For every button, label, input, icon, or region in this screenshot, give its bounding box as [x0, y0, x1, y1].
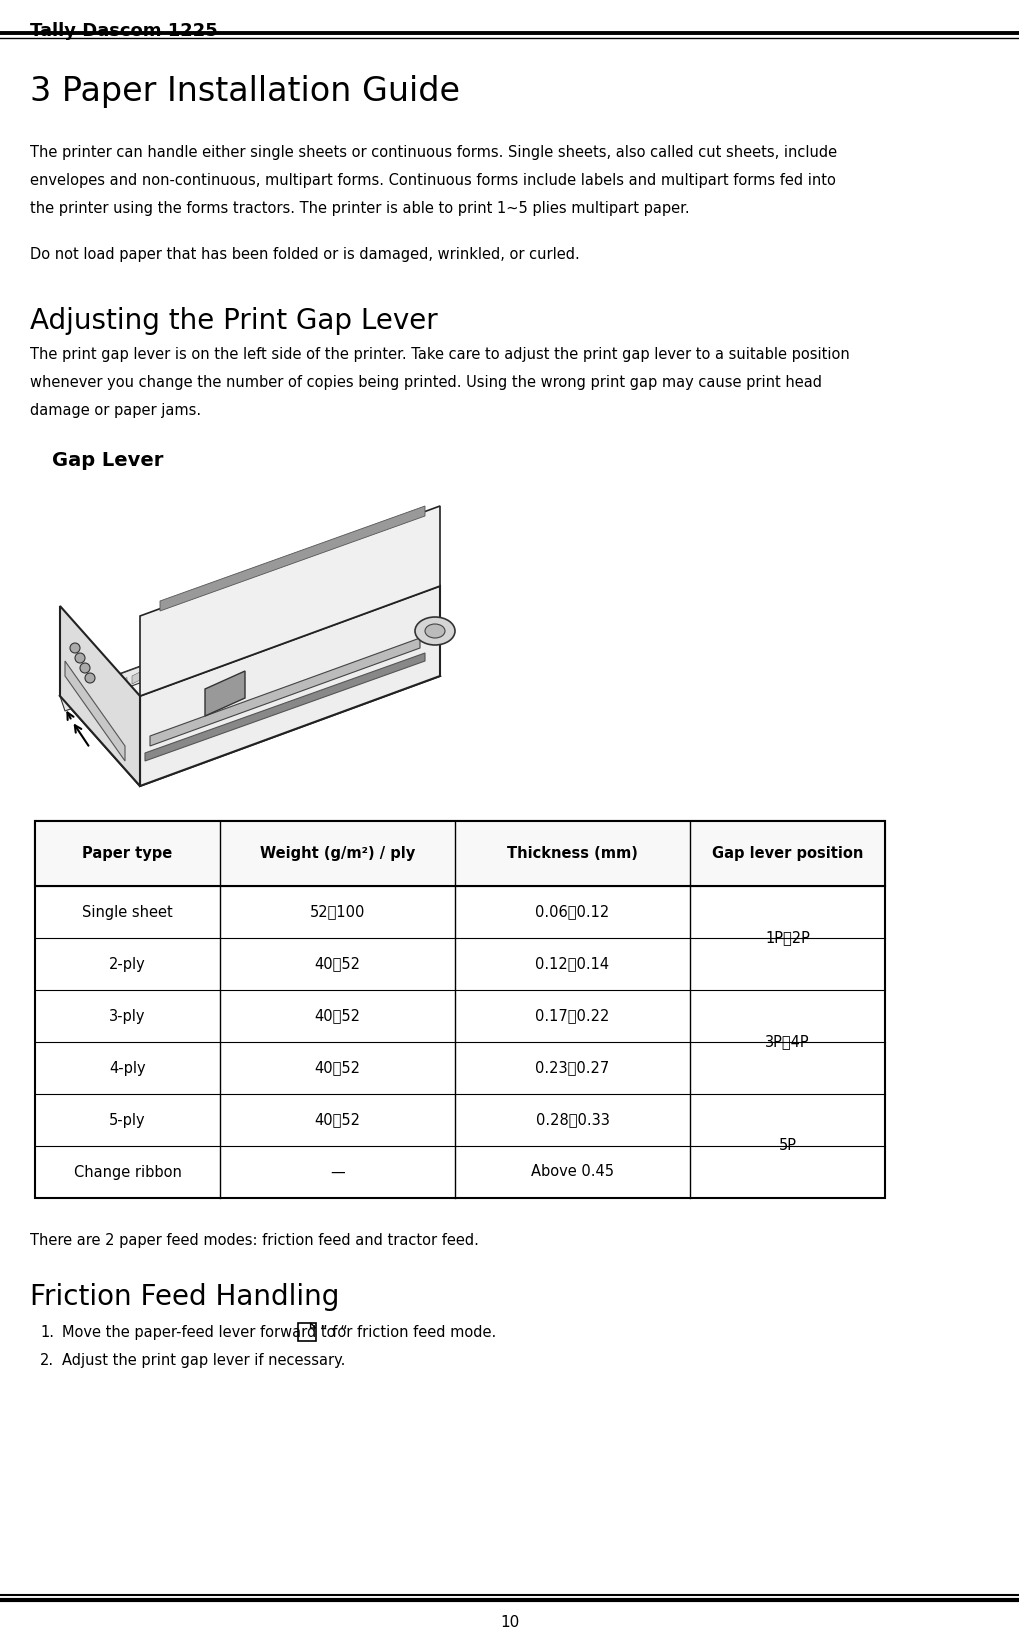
Polygon shape — [60, 586, 439, 786]
Circle shape — [75, 652, 85, 662]
Polygon shape — [275, 612, 282, 623]
Text: 0.17～0.22: 0.17～0.22 — [535, 1009, 609, 1023]
Text: 0.28～0.33: 0.28～0.33 — [535, 1113, 608, 1128]
Text: Tally Dascom 1225: Tally Dascom 1225 — [30, 23, 217, 41]
Text: 3-ply: 3-ply — [109, 1009, 146, 1023]
Polygon shape — [301, 600, 309, 612]
Text: The printer can handle either single sheets or continuous forms. Single sheets, : The printer can handle either single she… — [30, 145, 837, 159]
Polygon shape — [311, 1323, 315, 1328]
Polygon shape — [79, 695, 88, 706]
Bar — [35, 822, 884, 887]
Text: 10: 10 — [500, 1616, 519, 1627]
Polygon shape — [145, 667, 153, 678]
Polygon shape — [106, 683, 114, 695]
Text: There are 2 paper feed modes: friction feed and tractor feed.: There are 2 paper feed modes: friction f… — [30, 1233, 478, 1248]
Polygon shape — [314, 595, 322, 607]
Polygon shape — [60, 605, 140, 786]
Text: the printer using the forms tractors. The printer is able to print 1~5 plies mul: the printer using the forms tractors. Th… — [30, 202, 689, 216]
Text: Thickness (mm): Thickness (mm) — [506, 846, 637, 861]
Polygon shape — [65, 661, 125, 761]
Ellipse shape — [415, 617, 454, 644]
Text: Change ribbon: Change ribbon — [73, 1165, 181, 1180]
Text: 40～52: 40～52 — [314, 957, 360, 971]
Text: 3P～4P: 3P～4P — [764, 1035, 809, 1049]
Text: 1.: 1. — [40, 1324, 54, 1341]
Text: 0.23～0.27: 0.23～0.27 — [535, 1061, 609, 1075]
Text: 52～100: 52～100 — [310, 905, 365, 919]
Text: 0.12～0.14: 0.12～0.14 — [535, 957, 609, 971]
Polygon shape — [160, 506, 425, 612]
Text: 5P: 5P — [777, 1139, 796, 1154]
Text: 4-ply: 4-ply — [109, 1061, 146, 1075]
Polygon shape — [235, 628, 244, 639]
Polygon shape — [150, 638, 420, 747]
Ellipse shape — [425, 625, 444, 638]
Polygon shape — [210, 639, 218, 651]
Text: Gap Lever: Gap Lever — [52, 451, 163, 470]
Text: Friction Feed Handling: Friction Feed Handling — [30, 1284, 339, 1311]
Text: 3 Paper Installation Guide: 3 Paper Installation Guide — [30, 75, 460, 107]
Text: Adjust the print gap lever if necessary.: Adjust the print gap lever if necessary. — [62, 1354, 345, 1368]
Polygon shape — [197, 644, 205, 657]
Text: The print gap lever is on the left side of the printer. Take care to adjust the : The print gap lever is on the left side … — [30, 347, 849, 361]
Polygon shape — [140, 506, 439, 696]
Polygon shape — [145, 652, 425, 761]
Text: 40～52: 40～52 — [314, 1009, 360, 1023]
Text: Do not load paper that has been folded or is damaged, wrinkled, or curled.: Do not load paper that has been folded o… — [30, 247, 579, 262]
Polygon shape — [140, 586, 439, 786]
Text: 2-ply: 2-ply — [109, 957, 146, 971]
Polygon shape — [183, 651, 192, 662]
Text: Paper type: Paper type — [83, 846, 172, 861]
Text: 1P～2P: 1P～2P — [764, 931, 809, 945]
Circle shape — [79, 662, 90, 674]
Polygon shape — [287, 605, 296, 618]
Polygon shape — [119, 677, 127, 690]
Polygon shape — [223, 633, 230, 646]
Polygon shape — [262, 617, 270, 630]
Text: Above 0.45: Above 0.45 — [531, 1165, 613, 1180]
Circle shape — [85, 674, 95, 683]
Polygon shape — [60, 586, 360, 711]
Text: ” for friction feed mode.: ” for friction feed mode. — [319, 1324, 495, 1341]
Bar — [35, 822, 884, 1197]
Polygon shape — [171, 656, 178, 667]
Text: 40～52: 40～52 — [314, 1061, 360, 1075]
Text: 40～52: 40～52 — [314, 1113, 360, 1128]
Polygon shape — [93, 688, 101, 701]
Text: damage or paper jams.: damage or paper jams. — [30, 403, 201, 418]
Polygon shape — [249, 623, 257, 635]
Text: —: — — [330, 1165, 344, 1180]
Text: Weight (g/m²) / ply: Weight (g/m²) / ply — [260, 846, 415, 861]
Polygon shape — [158, 661, 166, 674]
Circle shape — [70, 643, 79, 652]
Text: 5-ply: 5-ply — [109, 1113, 146, 1128]
Text: 2.: 2. — [40, 1354, 54, 1368]
Text: whenever you change the number of copies being printed. Using the wrong print ga: whenever you change the number of copies… — [30, 374, 821, 390]
Polygon shape — [205, 670, 245, 716]
Text: Single sheet: Single sheet — [83, 905, 172, 919]
Text: Adjusting the Print Gap Lever: Adjusting the Print Gap Lever — [30, 308, 437, 335]
Polygon shape — [327, 589, 334, 602]
Polygon shape — [131, 672, 140, 683]
Text: Gap lever position: Gap lever position — [711, 846, 862, 861]
Text: 0.06～0.12: 0.06～0.12 — [535, 905, 609, 919]
Text: envelopes and non-continuous, multipart forms. Continuous forms include labels a: envelopes and non-continuous, multipart … — [30, 172, 835, 189]
Text: Move the paper-feed lever forward to “: Move the paper-feed lever forward to “ — [62, 1324, 347, 1341]
Bar — [298, 1323, 315, 1341]
